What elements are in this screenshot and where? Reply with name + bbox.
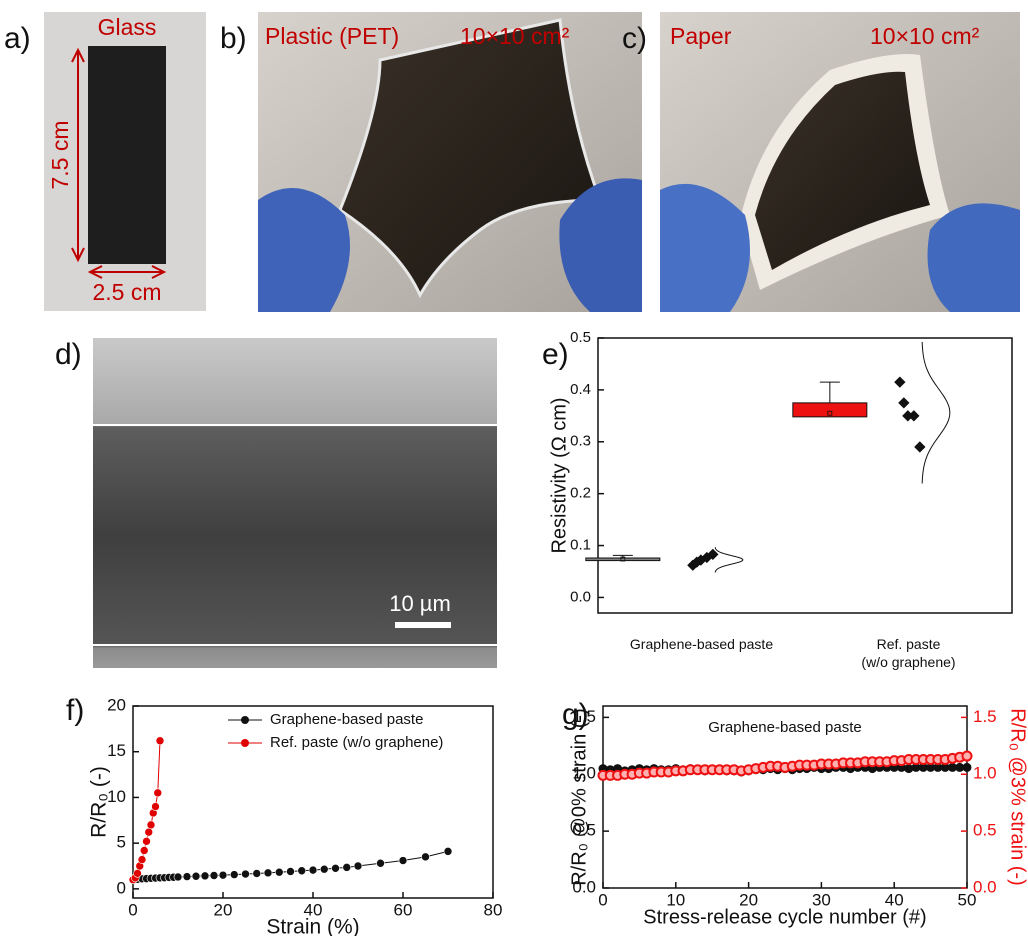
y2-axis-title: R/R₀ @3% strain (-) [1007,708,1028,886]
y-tick-label: 5 [117,833,126,852]
data-point [253,869,261,877]
data-point [287,867,295,875]
data-point [905,765,913,773]
panel-label: a) [4,22,31,55]
glass-sample [88,46,166,264]
x-axis-title: Stress-release cycle number (#) [643,906,926,928]
data-point [320,865,328,873]
y-axis-title: Resistivity (Ω cm) [548,397,570,553]
data-point [143,837,151,845]
x-tick-label: 50 [958,890,977,909]
data-point [399,857,407,865]
box [586,558,660,561]
x-axis-title: Strain (%) [266,916,359,936]
y-tick-label: 0.4 [570,381,591,398]
data-point [963,763,971,771]
panel-label: f) [66,694,84,727]
distribution-curve [715,547,743,572]
data-point [156,737,164,745]
box [793,403,867,417]
x-tick-label: 80 [484,900,503,919]
data-point [242,870,250,878]
data-point [154,789,162,797]
scale-label: 10 µm [389,591,451,616]
glove [928,203,1021,312]
plot-frame [598,338,1012,613]
data-point [230,871,238,879]
data-point [174,873,182,881]
dimension: 2.5 cm [92,279,161,305]
legend-marker [241,739,249,747]
x-tick-label: 20 [214,900,233,919]
photo-size: 10×10 cm² [460,23,570,49]
panel-label: c) [622,22,647,55]
photo-title: Paper [670,23,732,49]
data-point [183,873,191,881]
y-tick-label: 20 [107,695,126,714]
panel-label: d) [55,338,82,371]
photo-size: 10×10 cm² [870,23,980,49]
data-point [309,866,317,874]
x-tick-label: 0 [128,900,137,919]
legend-label: Graphene-based paste [270,711,423,728]
y-axis-title: R/R₀ (-) [88,766,111,838]
data-point [332,864,340,872]
y-tick-label: 1.0 [973,764,997,783]
figure: a) Glass 7.5 cm 2.5 cm b) Plastic (PET) … [0,0,1028,936]
data-point [134,869,142,877]
y-tick-label: 0.5 [570,329,591,346]
x-tick-label: Graphene-based paste [630,636,773,652]
y-tick-label: 0.3 [570,433,591,450]
dimension: 7.5 cm [47,120,73,189]
data-point [219,871,227,879]
scale-bar [395,622,451,628]
data-point [140,846,148,854]
data-point [343,863,351,871]
photo-title: Glass [98,14,157,40]
data-point [192,872,200,880]
data-point [963,752,972,761]
data-point [914,441,925,452]
data-point [894,376,905,387]
x-tick-label: Ref. paste(w/o graphene) [861,636,955,670]
data-point [898,397,909,408]
y-tick-label: 0.5 [973,821,997,840]
data-point [201,872,209,880]
legend-label: Ref. paste (w/o graphene) [270,734,443,751]
data-point [145,828,153,836]
data-point [275,868,283,876]
data-point [908,410,919,421]
data-point [138,856,146,864]
x-tick-label: 0 [598,890,607,909]
y-tick-label: 0.1 [570,537,591,554]
y-tick-label: 0.2 [570,485,591,502]
data-point [147,821,155,829]
data-point [354,862,362,870]
data-point [422,853,430,861]
data-point [377,859,385,867]
data-point [444,847,452,855]
x-tick-label: 60 [394,900,413,919]
data-point [264,869,272,877]
photo-title: Plastic (PET) [265,23,399,49]
y-tick-label: 0.0 [570,588,591,605]
y-tick-label: 0.0 [973,877,997,896]
legend-marker [241,716,249,724]
panel-label: e) [542,338,569,371]
distribution-curve [922,342,950,484]
annotation: Graphene-based paste [708,719,861,736]
sem-image [93,338,497,668]
data-point [210,872,218,880]
y-tick-label: 15 [107,741,126,760]
data-point [152,803,160,811]
y-tick-label: 1.5 [973,707,997,726]
panel-label: b) [220,22,247,55]
y-tick-label: 0 [117,878,126,897]
y-axis-title: R/R₀ @0% strain (-) [568,708,590,886]
data-point [298,867,306,875]
